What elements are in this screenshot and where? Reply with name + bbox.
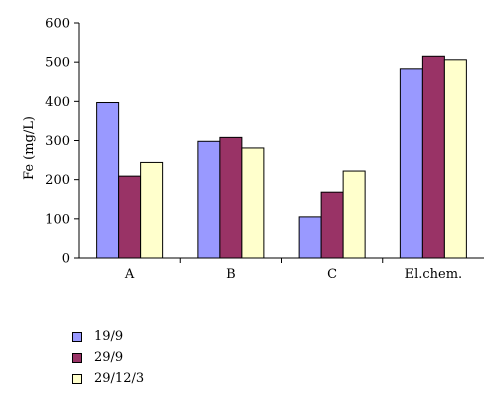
bar [399,68,423,259]
y-tick-label: 100 [45,212,70,227]
legend-swatch [72,352,82,363]
legend-label: 29/12/3 [94,371,145,386]
y-tick-label: 0 [62,252,70,267]
bar [197,140,221,259]
legend-item: 29/9 [72,347,144,368]
y-tick-label: 600 [45,17,70,32]
bar-chart: Fe (mg/L) 0 100 200 300 400 500 600 A B C El.chem… [22,17,484,282]
x-category-label: B [226,267,236,282]
legend-swatch [72,373,82,384]
y-tick-label: 500 [45,56,70,71]
y-axis-title: Fe (mg/L) [22,116,37,180]
legend-swatch [72,331,82,342]
legend-label: 29/9 [94,350,124,365]
bar [342,170,366,259]
bar [320,191,344,259]
bar [241,147,265,259]
bar [219,136,243,259]
legend-label: 19/9 [94,329,124,344]
y-tick-label: 300 [45,134,70,149]
bar [298,216,322,259]
bar [140,161,164,259]
bar [443,59,467,259]
x-category-label: El.chem. [405,267,463,282]
y-tick-label: 400 [45,95,70,110]
legend: 19/9 29/9 29/12/3 [72,326,144,389]
bar [421,55,445,259]
x-category-label: A [124,267,135,282]
x-category-label: C [327,267,337,282]
legend-item: 29/12/3 [72,368,144,389]
bar [118,175,142,259]
legend-item: 19/9 [72,326,144,347]
y-tick-label: 200 [45,173,70,188]
bar [96,102,120,259]
